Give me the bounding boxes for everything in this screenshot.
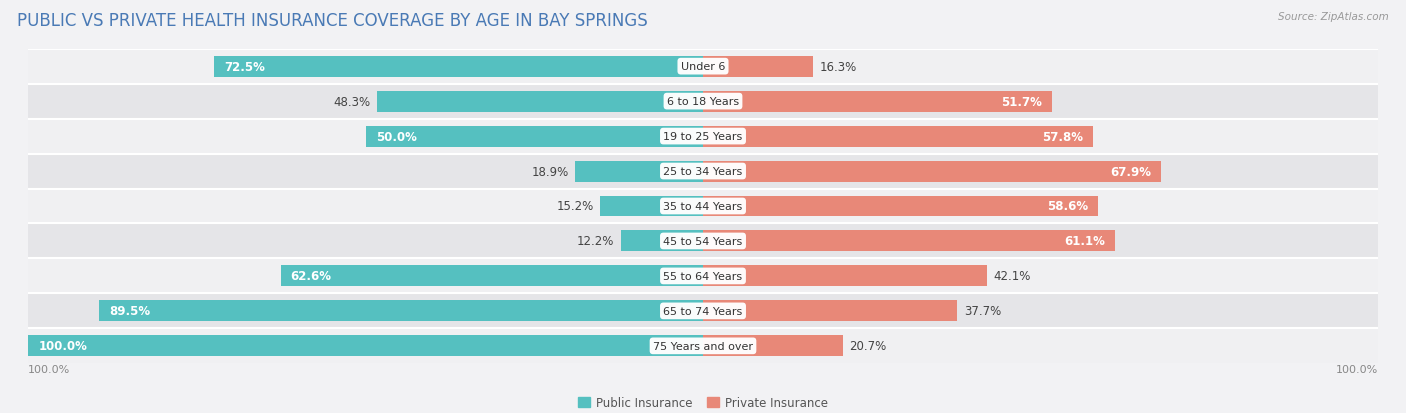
Text: 18.9%: 18.9%	[531, 165, 568, 178]
Bar	[703, 126, 1092, 147]
Bar	[28, 294, 1378, 329]
Bar	[28, 335, 703, 356]
Text: 35 to 44 Years: 35 to 44 Years	[664, 202, 742, 211]
Text: 67.9%: 67.9%	[1111, 165, 1152, 178]
Text: 62.6%: 62.6%	[291, 270, 332, 283]
Text: 6 to 18 Years: 6 to 18 Years	[666, 97, 740, 107]
Text: Under 6: Under 6	[681, 62, 725, 72]
Bar	[703, 301, 957, 322]
Text: 51.7%: 51.7%	[1001, 95, 1042, 108]
Bar	[281, 266, 703, 287]
Text: 58.6%: 58.6%	[1047, 200, 1088, 213]
Bar	[620, 231, 703, 252]
Text: 50.0%: 50.0%	[375, 130, 416, 143]
Bar	[98, 301, 703, 322]
Bar	[28, 189, 1378, 224]
Text: Source: ZipAtlas.com: Source: ZipAtlas.com	[1278, 12, 1389, 22]
Text: PUBLIC VS PRIVATE HEALTH INSURANCE COVERAGE BY AGE IN BAY SPRINGS: PUBLIC VS PRIVATE HEALTH INSURANCE COVER…	[17, 12, 648, 30]
Text: 100.0%: 100.0%	[1336, 364, 1378, 374]
Text: 61.1%: 61.1%	[1064, 235, 1105, 248]
Text: 15.2%: 15.2%	[557, 200, 593, 213]
Bar	[600, 196, 703, 217]
Text: 65 to 74 Years: 65 to 74 Years	[664, 306, 742, 316]
Text: 55 to 64 Years: 55 to 64 Years	[664, 271, 742, 281]
Bar	[214, 57, 703, 78]
Text: 57.8%: 57.8%	[1042, 130, 1083, 143]
Bar	[703, 335, 842, 356]
Bar	[377, 91, 703, 112]
Bar	[28, 329, 1378, 363]
Bar	[28, 224, 1378, 259]
Text: 20.7%: 20.7%	[849, 339, 887, 352]
Text: 12.2%: 12.2%	[576, 235, 614, 248]
Text: 16.3%: 16.3%	[820, 61, 858, 74]
Text: 37.7%: 37.7%	[965, 305, 1001, 318]
Bar	[703, 266, 987, 287]
Text: 100.0%: 100.0%	[28, 364, 70, 374]
Legend: Public Insurance, Private Insurance: Public Insurance, Private Insurance	[574, 392, 832, 413]
Text: 72.5%: 72.5%	[224, 61, 264, 74]
Bar	[28, 84, 1378, 119]
Bar	[575, 161, 703, 182]
Bar	[28, 154, 1378, 189]
Bar	[703, 161, 1161, 182]
Bar	[703, 231, 1115, 252]
Text: 42.1%: 42.1%	[994, 270, 1031, 283]
Text: 19 to 25 Years: 19 to 25 Years	[664, 132, 742, 142]
Text: 100.0%: 100.0%	[38, 339, 87, 352]
Bar	[703, 57, 813, 78]
Bar	[366, 126, 703, 147]
Text: 75 Years and over: 75 Years and over	[652, 341, 754, 351]
Bar	[703, 91, 1052, 112]
Text: 25 to 34 Years: 25 to 34 Years	[664, 166, 742, 177]
Text: 89.5%: 89.5%	[110, 305, 150, 318]
Bar	[28, 119, 1378, 154]
Text: 45 to 54 Years: 45 to 54 Years	[664, 236, 742, 247]
Bar	[703, 196, 1098, 217]
Text: 48.3%: 48.3%	[333, 95, 370, 108]
Bar	[28, 50, 1378, 84]
Bar	[28, 259, 1378, 294]
